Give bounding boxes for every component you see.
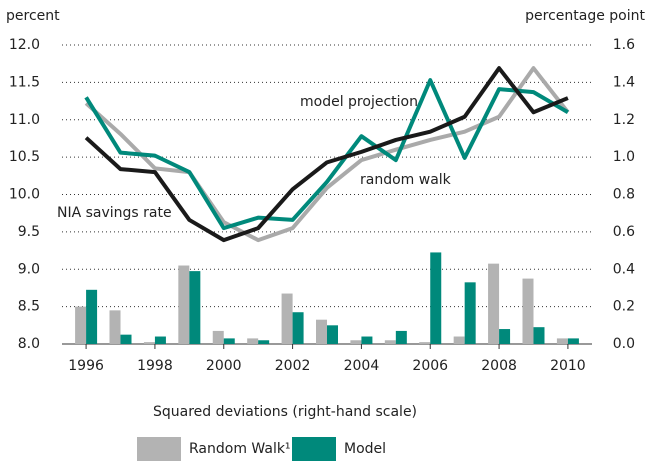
x-tick-label: 2004	[344, 358, 380, 374]
y-tick-label: 10.5	[9, 149, 40, 165]
y-tick-label: 9.5	[18, 224, 40, 240]
legend-swatch	[137, 437, 181, 461]
bar	[488, 263, 500, 344]
y-tick-label: 11.0	[9, 112, 40, 128]
bar	[247, 338, 259, 344]
series-label: NIA savings rate	[57, 205, 172, 221]
y2-tick-label: 0.2	[613, 299, 635, 315]
line	[84, 66, 569, 243]
bar	[223, 338, 235, 344]
y-tick-label: 8.0	[18, 336, 40, 352]
bar	[109, 310, 121, 344]
bar	[567, 338, 579, 344]
legend-label: Random Walk¹	[189, 441, 291, 457]
bar	[453, 336, 465, 344]
bar	[292, 312, 304, 344]
y-tick-label: 8.5	[18, 299, 40, 315]
bar	[361, 336, 373, 344]
x-tick-label: 2002	[275, 358, 311, 374]
x-tick-label: 2006	[412, 358, 448, 374]
y-tick-label: 11.5	[9, 74, 40, 90]
line	[84, 78, 569, 231]
y-tick-label: 9.0	[18, 261, 40, 277]
bar	[499, 329, 511, 344]
bar	[327, 325, 338, 344]
x-tick-label: 1998	[137, 358, 173, 374]
bar	[556, 338, 568, 344]
y2-tick-label: 0.6	[613, 224, 635, 240]
y-tick-label: 12.0	[9, 37, 40, 53]
y2-tick-label: 0.8	[613, 187, 635, 203]
bar	[419, 342, 431, 344]
series-label: random walk	[360, 172, 452, 188]
y2-tick-label: 0.0	[613, 336, 635, 352]
x-tick-label: 2008	[481, 358, 517, 374]
bar	[533, 327, 545, 344]
y2-tick-label: 0.4	[613, 261, 635, 277]
x-tick-label: 2000	[206, 358, 242, 374]
line	[84, 66, 570, 243]
x-tick-label: 2010	[550, 358, 586, 374]
bar	[281, 293, 293, 344]
legend-label: Model	[344, 441, 386, 457]
caption: Squared deviations (right-hand scale)	[153, 404, 417, 420]
bar	[154, 336, 166, 344]
bar	[522, 278, 534, 344]
bar	[430, 252, 442, 344]
bar	[395, 330, 407, 344]
y2-tick-label: 1.0	[613, 149, 635, 165]
y2-tick-label: 1.6	[613, 37, 635, 53]
bar	[350, 340, 362, 344]
legend-swatch	[292, 437, 336, 461]
y-axis-label: percent	[6, 8, 60, 24]
y-tick-label: 10.0	[9, 187, 40, 203]
bar	[212, 330, 224, 344]
series-label: model projection	[300, 94, 418, 110]
bar	[464, 282, 476, 344]
y2-tick-label: 1.4	[613, 74, 635, 90]
bar	[86, 289, 98, 344]
bar	[120, 334, 132, 344]
bar	[178, 265, 190, 344]
bar	[189, 271, 201, 344]
bar	[143, 342, 155, 344]
x-tick-label: 1996	[68, 358, 104, 374]
bar	[316, 319, 327, 344]
bar	[384, 340, 396, 344]
y2-axis-label: percentage point	[525, 8, 645, 24]
bar	[75, 306, 87, 344]
bar	[258, 340, 270, 344]
y2-tick-label: 1.2	[613, 112, 635, 128]
